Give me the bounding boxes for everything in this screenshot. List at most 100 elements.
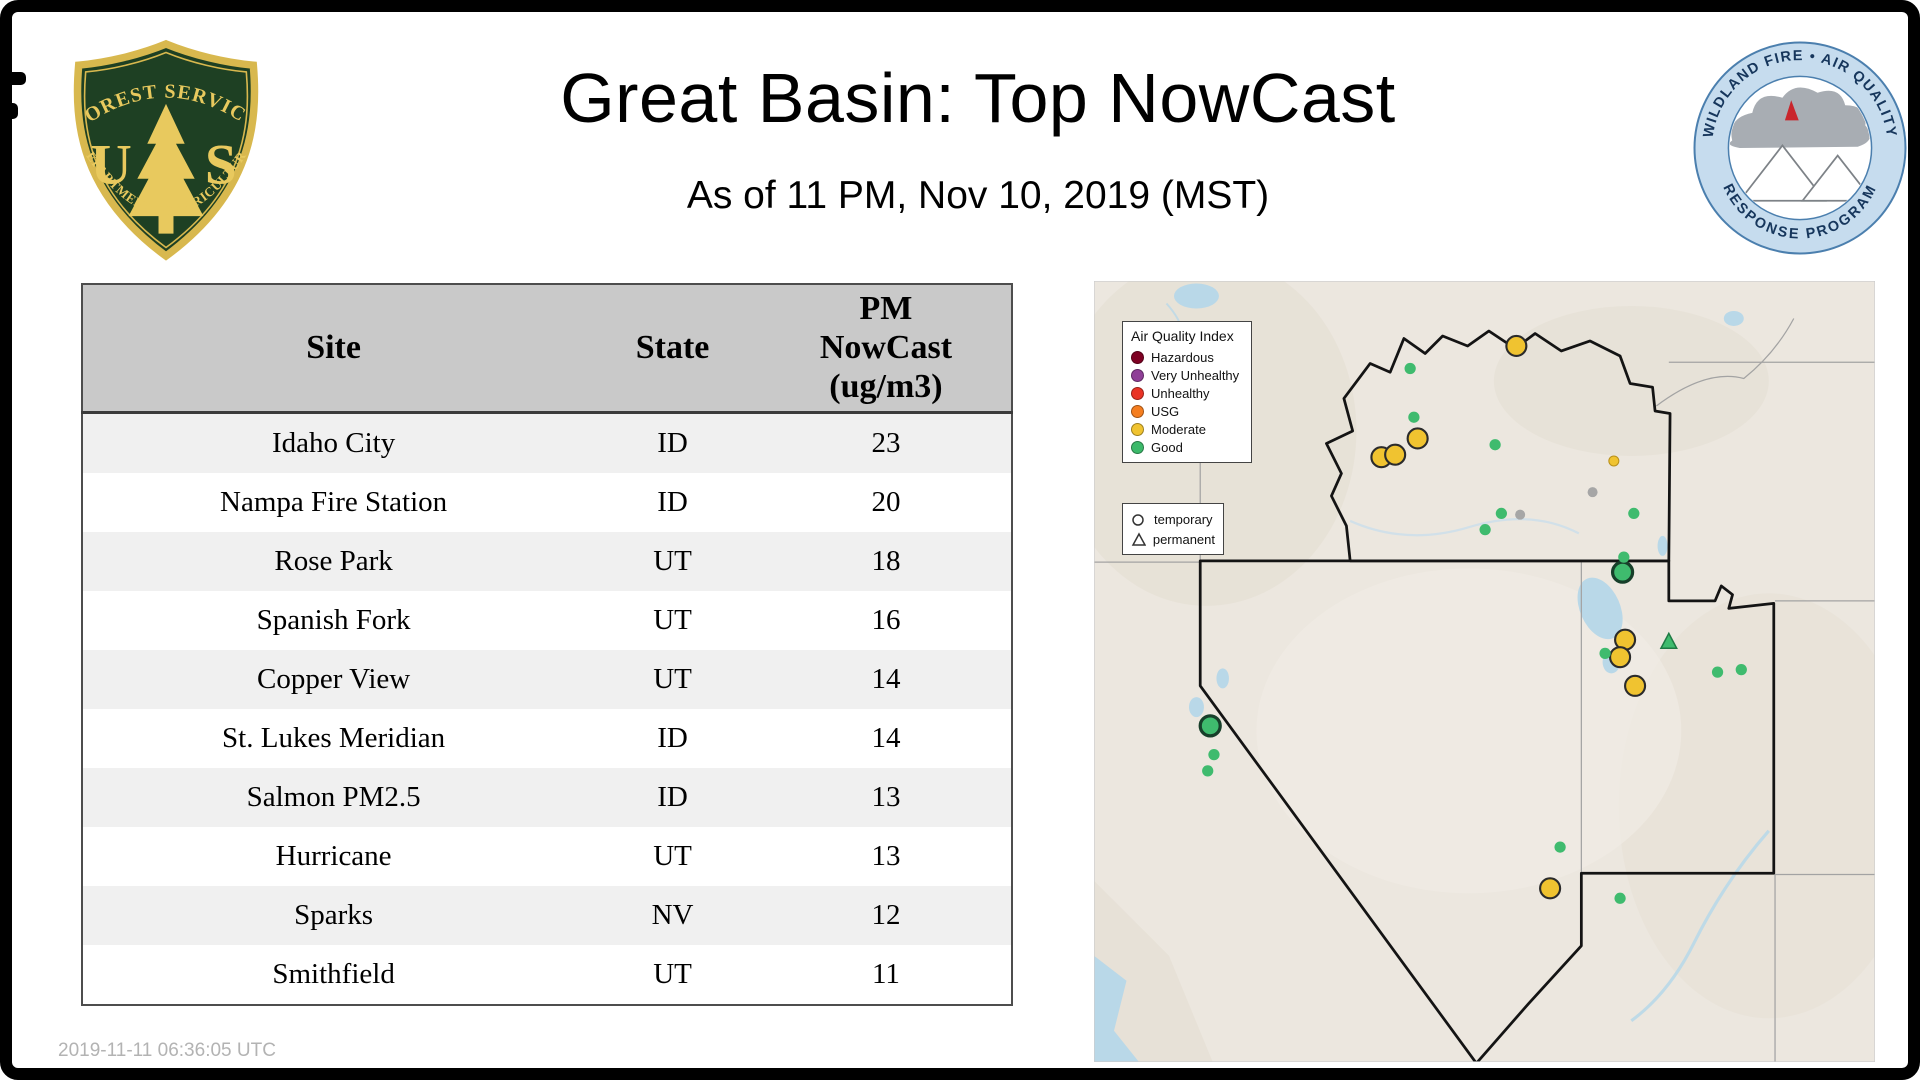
aqi-legend-title: Air Quality Index xyxy=(1131,328,1234,344)
monitor-marker-moderate xyxy=(1539,877,1562,900)
edge-artifact xyxy=(0,103,18,119)
site-cell: Spanish Fork xyxy=(256,603,411,636)
aqi-legend-item: Very Unhealthy xyxy=(1131,366,1243,384)
aqi-legend-label: Moderate xyxy=(1151,421,1206,437)
site-cell: Hurricane xyxy=(275,839,392,872)
site-cell: Smithfield xyxy=(272,957,395,990)
value-cell: 16 xyxy=(871,603,901,636)
table-row: Rose Park UT 18 xyxy=(82,531,1012,591)
state-cell: ID xyxy=(657,426,688,459)
table-row: Salmon PM2.5 ID 13 xyxy=(82,767,1012,827)
timestamp: 2019-11-11 06:36:05 UTC xyxy=(58,1040,276,1061)
site-cell: Salmon PM2.5 xyxy=(246,780,421,813)
map-markers xyxy=(1198,334,1747,904)
monitor-marker-moderate xyxy=(1384,443,1407,466)
temporary-circle-icon xyxy=(1132,513,1144,526)
value-cell: 14 xyxy=(871,721,901,754)
state-cell: UT xyxy=(653,544,692,577)
smoke-shape xyxy=(1729,87,1871,148)
aqi-color-dot xyxy=(1131,386,1144,400)
monitor-marker-good xyxy=(1711,666,1724,678)
monitor-marker-moderate-small xyxy=(1608,455,1620,467)
aqi-legend-label: Good xyxy=(1151,439,1183,455)
state-cell: NV xyxy=(651,898,694,931)
aqi-legend-item: Good xyxy=(1131,438,1243,456)
monitor-marker-good xyxy=(1735,664,1747,676)
aqi-color-dot xyxy=(1131,350,1144,364)
site-cell: Copper View xyxy=(257,662,411,695)
table-row: Nampa Fire Station ID 20 xyxy=(82,472,1012,532)
value-cell: 14 xyxy=(871,662,901,695)
shape-legend-label: permanent xyxy=(1152,531,1215,547)
monitor-marker-good xyxy=(1404,362,1416,375)
fs-logo-letter-u: U xyxy=(90,134,131,197)
pine-tree-icon xyxy=(128,103,204,234)
table-row: Idaho City ID 23 xyxy=(82,412,1012,473)
aqi-legend-items: Hazardous Very Unhealthy Unhealthy USG Moder… xyxy=(1131,348,1243,456)
monitor-marker-moderate xyxy=(1406,427,1429,450)
site-cell: Idaho City xyxy=(271,426,396,459)
forest-service-logo: FOREST SERVICE U S DEPARTMENT OF AGRICUL… xyxy=(66,34,259,261)
fs-logo-letter-s: S xyxy=(205,134,237,197)
monitor-marker-good xyxy=(1599,647,1611,660)
monitor-marker-good xyxy=(1614,892,1626,904)
monitor-marker-good-ring xyxy=(1198,714,1222,738)
monitor-marker-good xyxy=(1628,507,1640,520)
aqi-legend-label: Hazardous xyxy=(1151,349,1214,365)
monitor-marker-good xyxy=(1489,439,1501,451)
aqi-color-dot xyxy=(1131,422,1144,436)
table-header-row: Site State PM NowCast (ug/m3) xyxy=(82,284,1012,414)
monitor-marker-good xyxy=(1554,841,1566,853)
state-cell: ID xyxy=(657,780,688,813)
value-cell: 13 xyxy=(871,780,901,813)
value-cell: 13 xyxy=(871,839,901,872)
page-subtitle: As of 11 PM, Nov 10, 2019 (MST) xyxy=(686,174,1270,217)
site-cell: Nampa Fire Station xyxy=(220,485,448,518)
aqi-color-dot xyxy=(1131,404,1144,418)
aqi-legend-label: USG xyxy=(1151,403,1180,419)
site-cell: Rose Park xyxy=(274,544,393,577)
table-row: Copper View UT 14 xyxy=(82,649,1012,709)
site-cell: St. Lukes Meridian xyxy=(222,721,446,754)
value-cell: 20 xyxy=(871,485,901,518)
fire-marker-icon xyxy=(1784,100,1799,121)
aqi-color-dot xyxy=(1131,440,1144,454)
state-cell: UT xyxy=(653,662,692,695)
map-panel: Air Quality Index Hazardous Very Unhealth… xyxy=(1094,281,1875,1062)
monitor-marker-moderate xyxy=(1505,334,1528,358)
value-cell: 12 xyxy=(871,898,901,931)
shape-legend: temporary permanent xyxy=(1122,503,1224,555)
nowcast-table: Site State PM NowCast (ug/m3) Idaho City… xyxy=(81,283,1013,1006)
monitor-marker-moderate xyxy=(1624,674,1647,697)
state-borders-thin xyxy=(1094,318,1875,1062)
value-cell: 23 xyxy=(871,426,901,459)
aqi-legend-label: Unhealthy xyxy=(1151,385,1210,401)
aqi-legend-item: Hazardous xyxy=(1131,348,1243,366)
shape-legend-item: permanent xyxy=(1131,529,1215,549)
aqi-legend-item: Unhealthy xyxy=(1131,384,1243,402)
monitor-marker-good-triangle xyxy=(1659,631,1678,650)
col-header-nowcast: PM NowCast (ug/m3) xyxy=(760,284,1012,414)
monitor-marker-good xyxy=(1202,765,1214,777)
permanent-triangle-icon xyxy=(1131,531,1146,546)
header: Great Basin: Top NowCast As of 11 PM, No… xyxy=(98,58,1858,218)
monitor-marker-good xyxy=(1618,551,1630,563)
water-features xyxy=(1094,283,1770,1062)
table-row: Spanish Fork UT 16 xyxy=(82,590,1012,650)
table-row: St. Lukes Meridian ID 14 xyxy=(82,708,1012,768)
state-cell: UT xyxy=(653,839,692,872)
state-cell: ID xyxy=(657,721,688,754)
aqi-color-dot xyxy=(1131,368,1144,382)
forecast-area-boundary xyxy=(1198,329,1776,1062)
aqi-legend-label: Very Unhealthy xyxy=(1151,367,1240,383)
shield-inner-line xyxy=(83,51,249,249)
site-cell: Sparks xyxy=(294,898,374,931)
monitor-marker-good xyxy=(1208,748,1220,761)
monitor-marker-good xyxy=(1408,411,1420,423)
aqi-legend-item: USG xyxy=(1131,402,1243,420)
col-header-state: State xyxy=(584,284,761,414)
aqrp-logo: WILDLAND FIRE • AIR QUALITY RESPONSE PRO… xyxy=(1693,41,1907,255)
monitor-marker-good xyxy=(1495,507,1507,520)
monitor-marker-moderate xyxy=(1609,646,1632,669)
